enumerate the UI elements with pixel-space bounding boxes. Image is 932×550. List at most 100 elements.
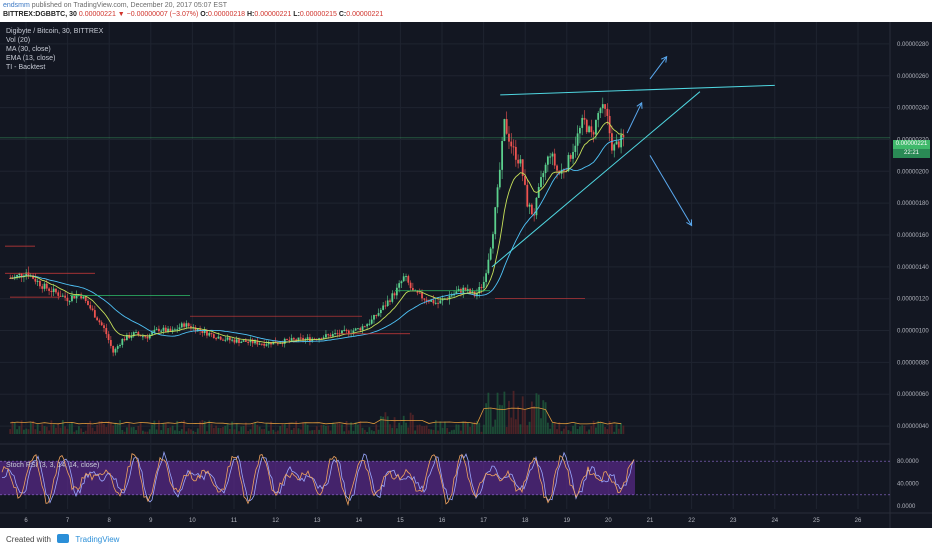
volume-bar bbox=[336, 423, 339, 434]
candle-body bbox=[505, 119, 508, 134]
volume-bar bbox=[199, 421, 201, 434]
volume-ma-line bbox=[10, 407, 622, 425]
volume-bar bbox=[368, 427, 371, 434]
volume-bar bbox=[89, 420, 92, 434]
candle-body bbox=[576, 133, 579, 146]
quote-line: BITTREX:DGBBTC, 30 0.00000221 ▼ −0.00000… bbox=[3, 11, 383, 18]
close-label: C: bbox=[338, 11, 347, 18]
volume-bar bbox=[192, 430, 195, 434]
candle-body bbox=[366, 324, 369, 327]
candle-body bbox=[153, 329, 156, 333]
legend-ema[interactable]: EMA (13, close) bbox=[6, 55, 56, 62]
candle-body bbox=[562, 169, 565, 171]
volume-bar bbox=[16, 429, 18, 434]
candle-body bbox=[377, 313, 380, 316]
author-link[interactable]: endsmm bbox=[3, 2, 30, 9]
volume-bar bbox=[43, 426, 46, 434]
candle-body bbox=[258, 343, 261, 345]
legend-vol[interactable]: Vol (20) bbox=[6, 37, 31, 44]
volume-bar bbox=[418, 424, 421, 434]
candle-body bbox=[601, 104, 604, 109]
candle-body bbox=[121, 338, 124, 345]
y-tick-label: 0.00000140 bbox=[897, 265, 929, 271]
candle-body bbox=[512, 146, 515, 148]
volume-bar bbox=[206, 431, 208, 434]
candle-body bbox=[210, 333, 213, 335]
volume-bar bbox=[128, 423, 131, 434]
volume-bar bbox=[434, 420, 437, 434]
volume-bar bbox=[375, 424, 378, 434]
x-tick-label: 12 bbox=[272, 518, 279, 524]
candle-body bbox=[514, 146, 517, 160]
candle-body bbox=[405, 276, 407, 278]
volume-bar bbox=[597, 420, 600, 434]
candle-body bbox=[473, 291, 476, 297]
chart-svg[interactable]: 0.000002800.000002600.000002400.00000220… bbox=[0, 22, 932, 528]
candle-body bbox=[492, 234, 494, 249]
volume-bar bbox=[476, 420, 478, 434]
volume-bar bbox=[567, 430, 570, 434]
volume-bar bbox=[87, 422, 89, 434]
legend-ti[interactable]: TI - Backtest bbox=[6, 64, 46, 71]
volume-bar bbox=[176, 420, 179, 434]
chart-panel[interactable]: 0.000002800.000002600.000002400.00000220… bbox=[0, 22, 932, 528]
volume-bar bbox=[613, 431, 616, 434]
candle-body bbox=[190, 326, 192, 329]
candle-body bbox=[434, 302, 437, 304]
volume-bar bbox=[533, 406, 536, 434]
volume-bar bbox=[480, 431, 483, 434]
volume-bar bbox=[542, 400, 545, 434]
y-tick-label: 0.00000260 bbox=[897, 74, 929, 80]
stoch-label[interactable]: Stoch RSI (3, 3, 14, 14, close) bbox=[6, 462, 100, 469]
volume-bar bbox=[546, 422, 549, 434]
volume-bar bbox=[569, 431, 572, 434]
grid bbox=[0, 22, 932, 528]
volume-bar bbox=[386, 416, 389, 434]
candle-body bbox=[158, 328, 160, 332]
volume-bar bbox=[61, 420, 64, 434]
candle-body bbox=[425, 299, 428, 301]
candle-body bbox=[487, 259, 490, 274]
candle-body bbox=[87, 300, 89, 306]
stoch-d-line bbox=[1, 453, 635, 507]
volume-bar bbox=[370, 430, 373, 434]
arrow-line bbox=[649, 155, 693, 226]
candle-body bbox=[462, 287, 465, 293]
candle-body bbox=[59, 295, 62, 297]
candle-body bbox=[27, 272, 30, 277]
candle-body bbox=[581, 117, 584, 128]
candle-body bbox=[244, 340, 247, 342]
candle-body bbox=[112, 345, 115, 353]
x-tick-label: 21 bbox=[647, 518, 654, 524]
volume-bar bbox=[334, 424, 336, 434]
volume-bar bbox=[617, 428, 620, 434]
tradingview-link[interactable]: TradingView bbox=[75, 535, 120, 544]
volume-bar bbox=[601, 423, 604, 434]
volume-bar bbox=[505, 426, 508, 434]
volume-bar bbox=[293, 427, 295, 434]
volume-bar bbox=[519, 424, 522, 434]
legend-ma[interactable]: MA (30, close) bbox=[6, 46, 51, 53]
candle-body bbox=[334, 333, 336, 335]
candle-body bbox=[178, 327, 181, 330]
candle-body bbox=[302, 337, 304, 341]
volume-bar bbox=[311, 430, 314, 434]
volume-bar bbox=[29, 422, 32, 434]
volume-bar bbox=[354, 422, 357, 434]
candle-body bbox=[180, 323, 183, 328]
volume-bar bbox=[290, 429, 293, 434]
volume-bar bbox=[52, 424, 55, 434]
candle-body bbox=[384, 305, 387, 307]
candle-body bbox=[306, 337, 309, 339]
candle-body bbox=[466, 289, 469, 292]
candle-body bbox=[135, 332, 137, 334]
candle-body bbox=[583, 117, 586, 120]
candle-body bbox=[430, 300, 433, 302]
candle-body bbox=[503, 119, 506, 141]
stoch-tick-label: 40.0000 bbox=[897, 482, 919, 488]
volume-bar bbox=[281, 423, 284, 434]
volume-bar bbox=[471, 422, 474, 434]
volume-bar bbox=[347, 430, 350, 434]
candle-body bbox=[254, 340, 256, 344]
candle-body bbox=[71, 295, 73, 302]
